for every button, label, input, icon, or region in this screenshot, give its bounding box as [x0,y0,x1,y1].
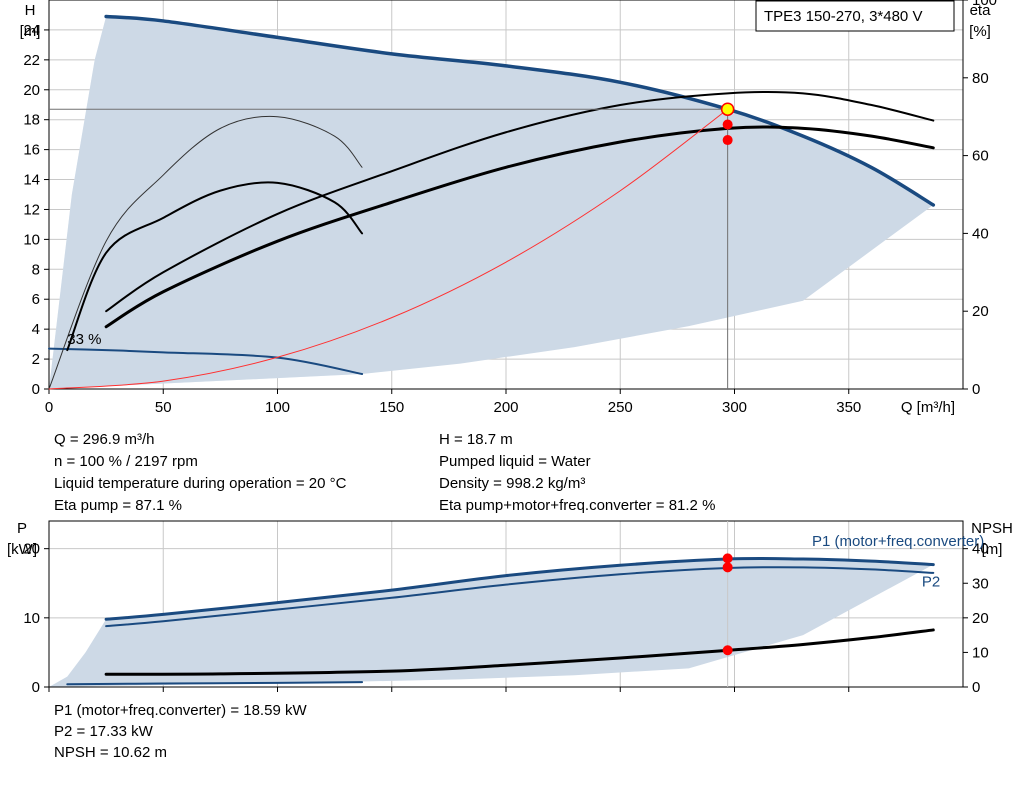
panel0-ytick-label-left-10: 10 [23,231,40,248]
panel0-ytick-label-left-8: 8 [32,261,40,278]
panel0-ytick-label-right-40: 40 [972,225,989,242]
panel1-ytick-label-right-0: 0 [972,679,980,696]
info-p1: P1 (motor+freq.converter) = 18.59 kW [54,702,307,719]
panel0-operating-region [49,16,934,390]
title-box [755,0,955,32]
speed-label-0: 100 % [139,0,182,4]
info-eta-pump: Eta pump = 87.1 % [54,497,182,514]
info-density: Density = 998.2 kg/m³ [439,475,586,492]
panel0-ytick-label-right-0: 0 [972,381,980,398]
panel1-ytick-label-right-40: 40 [972,541,989,558]
panel0-ytick-label-left-20: 20 [23,82,40,99]
info-speed: n = 100 % / 2197 rpm [54,453,198,470]
info-pumped-liquid: Pumped liquid = Water [439,453,591,470]
info-liquid-temperature: Liquid temperature during operation = 20… [54,475,347,492]
panel0-ytick-label-left-16: 16 [23,142,40,159]
panel0-ytick-label-left-24: 24 [23,22,40,39]
panel0-ytick-label-right-20: 20 [972,303,989,320]
panel0-y-left-title: H [25,2,36,19]
panel0-xtick-label-100: 100 [265,399,290,416]
panel0-y-right-title: eta [970,2,992,19]
info-npsh: NPSH = 10.62 m [54,744,167,761]
panel1-ytick-label-left-0: 0 [32,679,40,696]
panel1-series-3 [104,628,935,676]
eta-marker-1 [722,135,733,146]
panel1-ytick-label-right-10: 10 [972,644,989,661]
panel0-ytick-label-left-18: 18 [23,112,40,129]
panel0-xtick-label-350: 350 [836,399,861,416]
info-head: H = 18.7 m [439,431,513,448]
info-eta-total: Eta pump+motor+freq.converter = 81.2 % [439,497,716,514]
panel0-xtick-label-50: 50 [155,399,172,416]
panel1-operating-region [49,558,934,687]
panel1-ytick-label-right-20: 20 [972,610,989,627]
panel0-series-6 [48,108,729,390]
panel1-y-left-title: P [17,520,27,537]
panel0-xtick-label-200: 200 [493,399,518,416]
panel0-series-3 [104,125,935,329]
panel1-series-1 [105,566,935,628]
power-marker-2 [722,645,733,656]
panel1-series-0 [104,557,935,621]
panel0-ytick-label-right-60: 60 [972,148,989,165]
panel0-ytick-label-left-12: 12 [23,201,40,218]
panel0-series-5 [66,181,364,352]
panel0-ytick-label-right-100: 100 [972,0,997,9]
operating-point [720,102,735,116]
panel0-ytick-label-left-0: 0 [32,381,40,398]
panel1-y-right-unit: [m] [982,541,1003,558]
power-marker-1 [722,562,733,573]
power-series-label-0: P1 (motor+freq.converter) [812,533,984,550]
panel0-xtick-label-0: 0 [45,399,53,416]
panel1-y-right-title: NPSH [971,520,1013,537]
panel0-series-1 [48,347,364,376]
chart-title: TPE3 150-270, 3*480 V [764,8,922,25]
panel0-y-right-unit: [%] [969,23,991,40]
panel1-y-left-unit: [kW] [7,541,37,558]
panel0-ytick-label-left-14: 14 [23,172,40,189]
panel0-ytick-label-left-22: 22 [23,52,40,69]
panel0-ytick-label-left-4: 4 [32,321,40,338]
panel0-xtick-label-150: 150 [379,399,404,416]
panel0-ytick-label-left-6: 6 [32,291,40,308]
panel1-series-2 [66,681,364,686]
panel1-ytick-label-right-30: 30 [972,575,989,592]
panel0-series-4 [48,115,363,390]
panel0-ytick-label-right-80: 80 [972,70,989,87]
panel1-ytick-label-left-10: 10 [23,610,40,627]
speed-label-1: 33 % [67,331,101,348]
panel0-xtick-label-300: 300 [722,399,747,416]
panel0-ytick-label-left-2: 2 [32,351,40,368]
power-marker-0 [722,553,733,564]
panel0-series-2 [105,90,935,313]
eta-marker-0 [722,119,733,130]
info-p2: P2 = 17.33 kW [54,723,153,740]
info-flow: Q = 296.9 m³/h [54,431,155,448]
panel0-xtick-label-250: 250 [608,399,633,416]
panel1-ytick-label-left-20: 20 [23,541,40,558]
panel0-series-0 [104,14,936,207]
panel0-y-left-unit: [m] [20,23,41,40]
power-series-label-1: P2 [922,574,940,591]
panel0-x-axis-label: Q [m³/h] [901,399,955,416]
